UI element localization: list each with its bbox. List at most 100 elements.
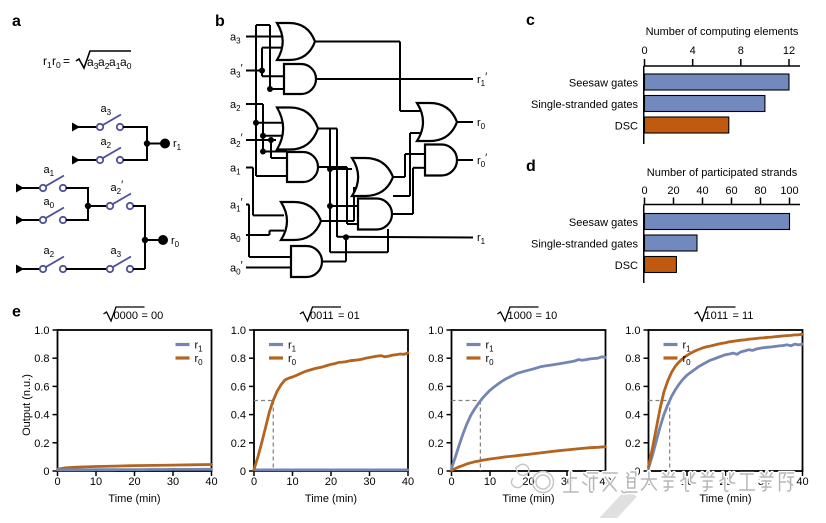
svg-text:a0: a0 [230, 230, 241, 244]
svg-text:0.2: 0.2 [34, 438, 49, 450]
svg-text:DSC: DSC [615, 260, 638, 272]
svg-text:r0′: r0′ [477, 152, 487, 169]
svg-text:1.0: 1.0 [34, 325, 49, 337]
svg-text:e: e [12, 304, 21, 321]
svg-text:60: 60 [725, 185, 737, 197]
svg-text:40: 40 [696, 185, 708, 197]
svg-text:d: d [526, 158, 536, 175]
svg-text:0: 0 [251, 476, 257, 488]
svg-text:a3: a3 [87, 55, 99, 71]
svg-text:Number of computing elements: Number of computing elements [646, 26, 799, 38]
svg-text:0.6: 0.6 [625, 381, 640, 393]
svg-text:Single-stranded gates: Single-stranded gates [531, 99, 639, 111]
svg-text:r1: r1 [173, 138, 182, 152]
svg-text:r1: r1 [195, 340, 204, 354]
svg-text:1000: 1000 [508, 310, 532, 322]
svg-text:a0: a0 [120, 55, 132, 71]
svg-text:= 01: = 01 [338, 310, 360, 322]
svg-text:r0: r0 [195, 353, 204, 367]
svg-text:Seesaw gates: Seesaw gates [569, 78, 639, 90]
svg-text:0: 0 [54, 476, 60, 488]
svg-text:20: 20 [325, 476, 337, 488]
svg-text:12: 12 [783, 45, 795, 57]
svg-text:0.4: 0.4 [231, 410, 246, 422]
svg-text:r0: r0 [52, 54, 61, 70]
svg-text:1.0: 1.0 [231, 325, 246, 337]
svg-text:Number of participated strands: Number of participated strands [647, 167, 798, 179]
svg-text:DSC: DSC [615, 121, 638, 133]
svg-text:30: 30 [167, 476, 179, 488]
svg-text:= 00: = 00 [142, 310, 164, 322]
svg-text:0.8: 0.8 [231, 353, 246, 365]
svg-text:0.6: 0.6 [231, 381, 246, 393]
svg-text:30: 30 [363, 476, 375, 488]
svg-text:0: 0 [240, 466, 246, 478]
svg-text:=: = [63, 54, 70, 68]
svg-text:20: 20 [522, 476, 534, 488]
svg-text:0.2: 0.2 [231, 438, 246, 450]
svg-text:= 11: = 11 [733, 310, 754, 322]
svg-text:a0: a0 [44, 196, 55, 210]
svg-text:a1: a1 [109, 55, 121, 71]
svg-text:a2: a2 [101, 136, 112, 150]
svg-text:0.8: 0.8 [34, 353, 49, 365]
svg-text:40: 40 [402, 476, 414, 488]
svg-text:r1′: r1′ [477, 71, 487, 88]
svg-text:Time (min): Time (min) [108, 493, 160, 505]
svg-text:a3: a3 [101, 103, 112, 117]
svg-text:100: 100 [780, 185, 798, 197]
svg-text:0011: 0011 [310, 310, 334, 322]
svg-text:0.4: 0.4 [34, 410, 49, 422]
svg-text:1.0: 1.0 [625, 325, 640, 337]
svg-text:r1: r1 [683, 340, 692, 354]
svg-text:Seesaw gates: Seesaw gates [569, 217, 639, 229]
svg-text:40: 40 [796, 476, 808, 488]
svg-text:0: 0 [448, 476, 454, 488]
svg-text:0.8: 0.8 [625, 353, 640, 365]
svg-text:Single-stranded gates: Single-stranded gates [531, 239, 639, 251]
svg-text:1011: 1011 [705, 310, 729, 322]
svg-text:r1: r1 [477, 232, 486, 246]
svg-text:0: 0 [43, 466, 49, 478]
svg-text:a: a [12, 13, 21, 30]
svg-text:8: 8 [738, 45, 744, 57]
svg-text:0.6: 0.6 [34, 381, 49, 393]
svg-text:a2: a2 [98, 55, 110, 71]
svg-text:0: 0 [641, 185, 647, 197]
svg-text:a2: a2 [230, 99, 241, 113]
svg-text:10: 10 [286, 476, 298, 488]
svg-text:r1: r1 [288, 340, 297, 354]
svg-text:Output (n.u.): Output (n.u.) [21, 374, 33, 436]
svg-text:40: 40 [205, 476, 217, 488]
svg-text:r0: r0 [477, 117, 486, 131]
svg-text:0.4: 0.4 [625, 410, 640, 422]
svg-text:80: 80 [754, 185, 766, 197]
svg-text:Time (min): Time (min) [502, 493, 554, 505]
svg-text:0.8: 0.8 [428, 353, 443, 365]
svg-text:20: 20 [128, 476, 140, 488]
svg-text:r0: r0 [171, 235, 180, 249]
svg-text:a2: a2 [44, 245, 55, 259]
svg-text:10: 10 [90, 476, 102, 488]
svg-text:a3: a3 [230, 32, 241, 46]
svg-text:r1: r1 [486, 340, 495, 354]
svg-text:0: 0 [437, 466, 443, 478]
svg-text:Time (min): Time (min) [305, 493, 357, 505]
svg-text:0.2: 0.2 [428, 438, 443, 450]
svg-text:0000: 0000 [114, 310, 138, 322]
svg-text:r0: r0 [486, 353, 495, 367]
svg-text:Time (min): Time (min) [699, 493, 751, 505]
svg-text:a3: a3 [111, 245, 122, 259]
svg-text:20: 20 [667, 185, 679, 197]
svg-text:1.0: 1.0 [428, 325, 443, 337]
svg-text:a1: a1 [44, 164, 55, 178]
svg-text:= 10: = 10 [536, 310, 558, 322]
svg-text:r1: r1 [43, 54, 52, 70]
svg-text:a1: a1 [230, 163, 241, 177]
svg-text:r0: r0 [683, 353, 692, 367]
svg-text:0.2: 0.2 [625, 438, 640, 450]
svg-text:c: c [526, 12, 535, 29]
svg-text:b: b [215, 13, 225, 30]
svg-text:0.4: 0.4 [428, 410, 443, 422]
svg-text:0.6: 0.6 [428, 381, 443, 393]
